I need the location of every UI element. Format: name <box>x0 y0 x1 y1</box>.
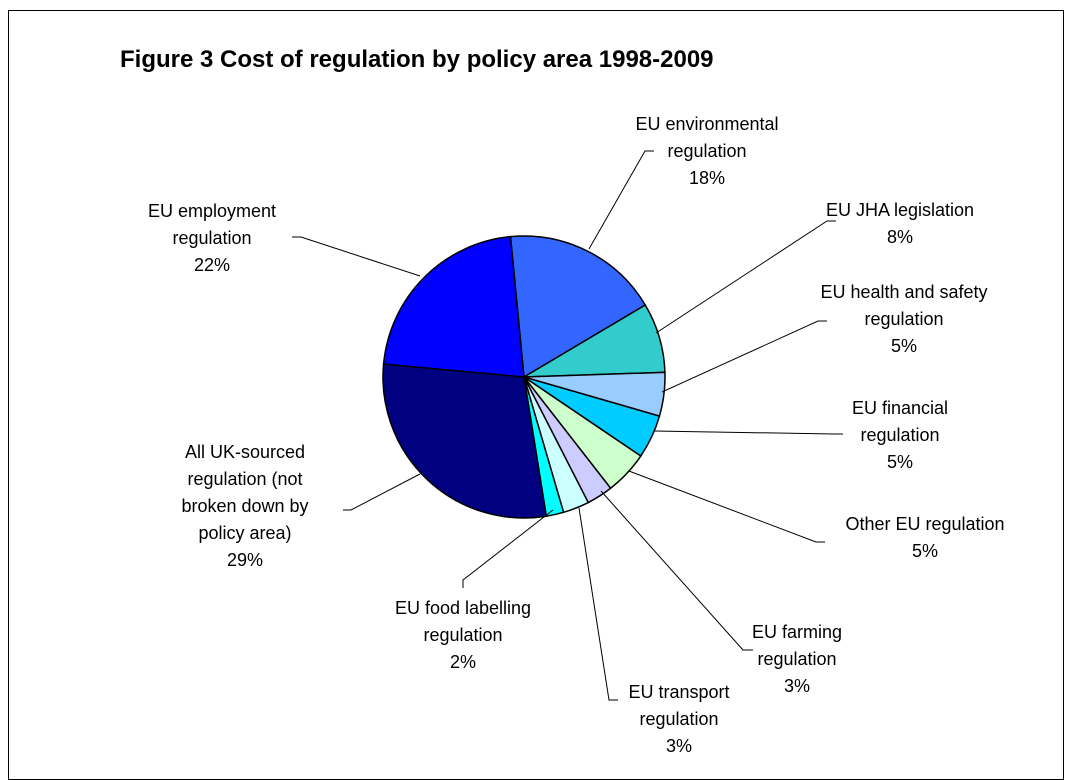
slice-labels: EU environmental regulation 18% EU JHA legi… <box>148 114 1005 756</box>
slice-label-eu-environmental-regulation: EU environmental regulation 18% <box>635 114 778 188</box>
leader-line-other-eu-regulation <box>628 470 825 543</box>
slice-name-label: EU transport <box>628 682 729 702</box>
slice-percent-label: 5% <box>891 336 917 356</box>
slice-label-eu-financial-regulation: EU financial regulation 5% <box>852 398 948 472</box>
slice-label-eu-farming-regulation: EU farming regulation 3% <box>752 622 842 696</box>
slice-percent-label: 5% <box>887 452 913 472</box>
leader-lines <box>292 150 843 701</box>
pie-slice-all-uk-sourced-regulation-not-broken-down-by-policy-area <box>382 363 548 519</box>
slice-percent-label: 5% <box>912 541 938 561</box>
leader-line-eu-employment-regulation <box>292 236 421 277</box>
leader-line-eu-transport-regulation <box>578 507 618 701</box>
slice-name-label: regulation <box>172 228 251 248</box>
slice-label-eu-jha-legislation: EU JHA legislation 8% <box>826 200 974 247</box>
pie-slice-eu-environmental-regulation <box>509 235 647 379</box>
slice-name-label: regulation <box>423 625 502 645</box>
slice-name-label: EU financial <box>852 398 948 418</box>
leader-line-eu-health-and-safety-regulation <box>661 320 827 393</box>
leader-line-all-uk-sourced-regulation-not-broken-down-by-policy-area <box>343 473 421 511</box>
slice-percent-label: 22% <box>194 255 230 275</box>
slice-name-label: regulation (not <box>187 469 302 489</box>
slice-name-label: regulation <box>860 425 939 445</box>
slice-name-label: EU health and safety <box>820 282 987 302</box>
slice-name-label: regulation <box>864 309 943 329</box>
slice-label-eu-transport-regulation: EU transport regulation 3% <box>628 682 729 756</box>
slice-label-eu-employment-regulation: EU employment regulation 22% <box>148 201 276 275</box>
slice-percent-label: 8% <box>887 227 913 247</box>
slice-label-eu-health-and-safety-regulation: EU health and safety regulation 5% <box>820 282 987 356</box>
leader-line-eu-financial-regulation <box>653 430 843 435</box>
slice-label-other-eu-regulation: Other EU regulation 5% <box>845 514 1004 561</box>
slice-name-label: EU employment <box>148 201 276 221</box>
slice-percent-label: 2% <box>450 652 476 672</box>
slice-name-label: regulation <box>639 709 718 729</box>
slice-name-label: regulation <box>667 141 746 161</box>
slice-name-label: policy area) <box>198 523 291 543</box>
slice-name-label: Other EU regulation <box>845 514 1004 534</box>
slice-name-label: broken down by <box>181 496 308 516</box>
slice-name-label: EU JHA legislation <box>826 200 974 220</box>
leader-line-eu-environmental-regulation <box>588 150 654 250</box>
pie-slices <box>382 235 666 519</box>
slice-name-label: All UK-sourced <box>185 442 305 462</box>
slice-name-label: regulation <box>757 649 836 669</box>
slice-percent-label: 29% <box>227 550 263 570</box>
slice-name-label: EU environmental <box>635 114 778 134</box>
slice-percent-label: 3% <box>784 676 810 696</box>
chart-title: Figure 3 Cost of regulation by policy ar… <box>120 46 714 73</box>
slice-percent-label: 3% <box>666 736 692 756</box>
slice-name-label: EU farming <box>752 622 842 642</box>
leader-line-eu-farming-regulation <box>600 490 753 651</box>
slice-percent-label: 18% <box>689 168 725 188</box>
pie-slice-eu-employment-regulation <box>382 235 525 378</box>
leader-line-eu-food-labelling-regulation <box>462 509 554 588</box>
slice-label-all-uk-sourced-regulation-not-broken-down-by-policy-area: All UK-sourced regulation (not broken down… <box>181 442 308 570</box>
leader-line-eu-jha-legislation <box>655 220 836 334</box>
slice-label-eu-food-labelling-regulation: EU food labelling regulation 2% <box>395 598 531 672</box>
slice-name-label: EU food labelling <box>395 598 531 618</box>
